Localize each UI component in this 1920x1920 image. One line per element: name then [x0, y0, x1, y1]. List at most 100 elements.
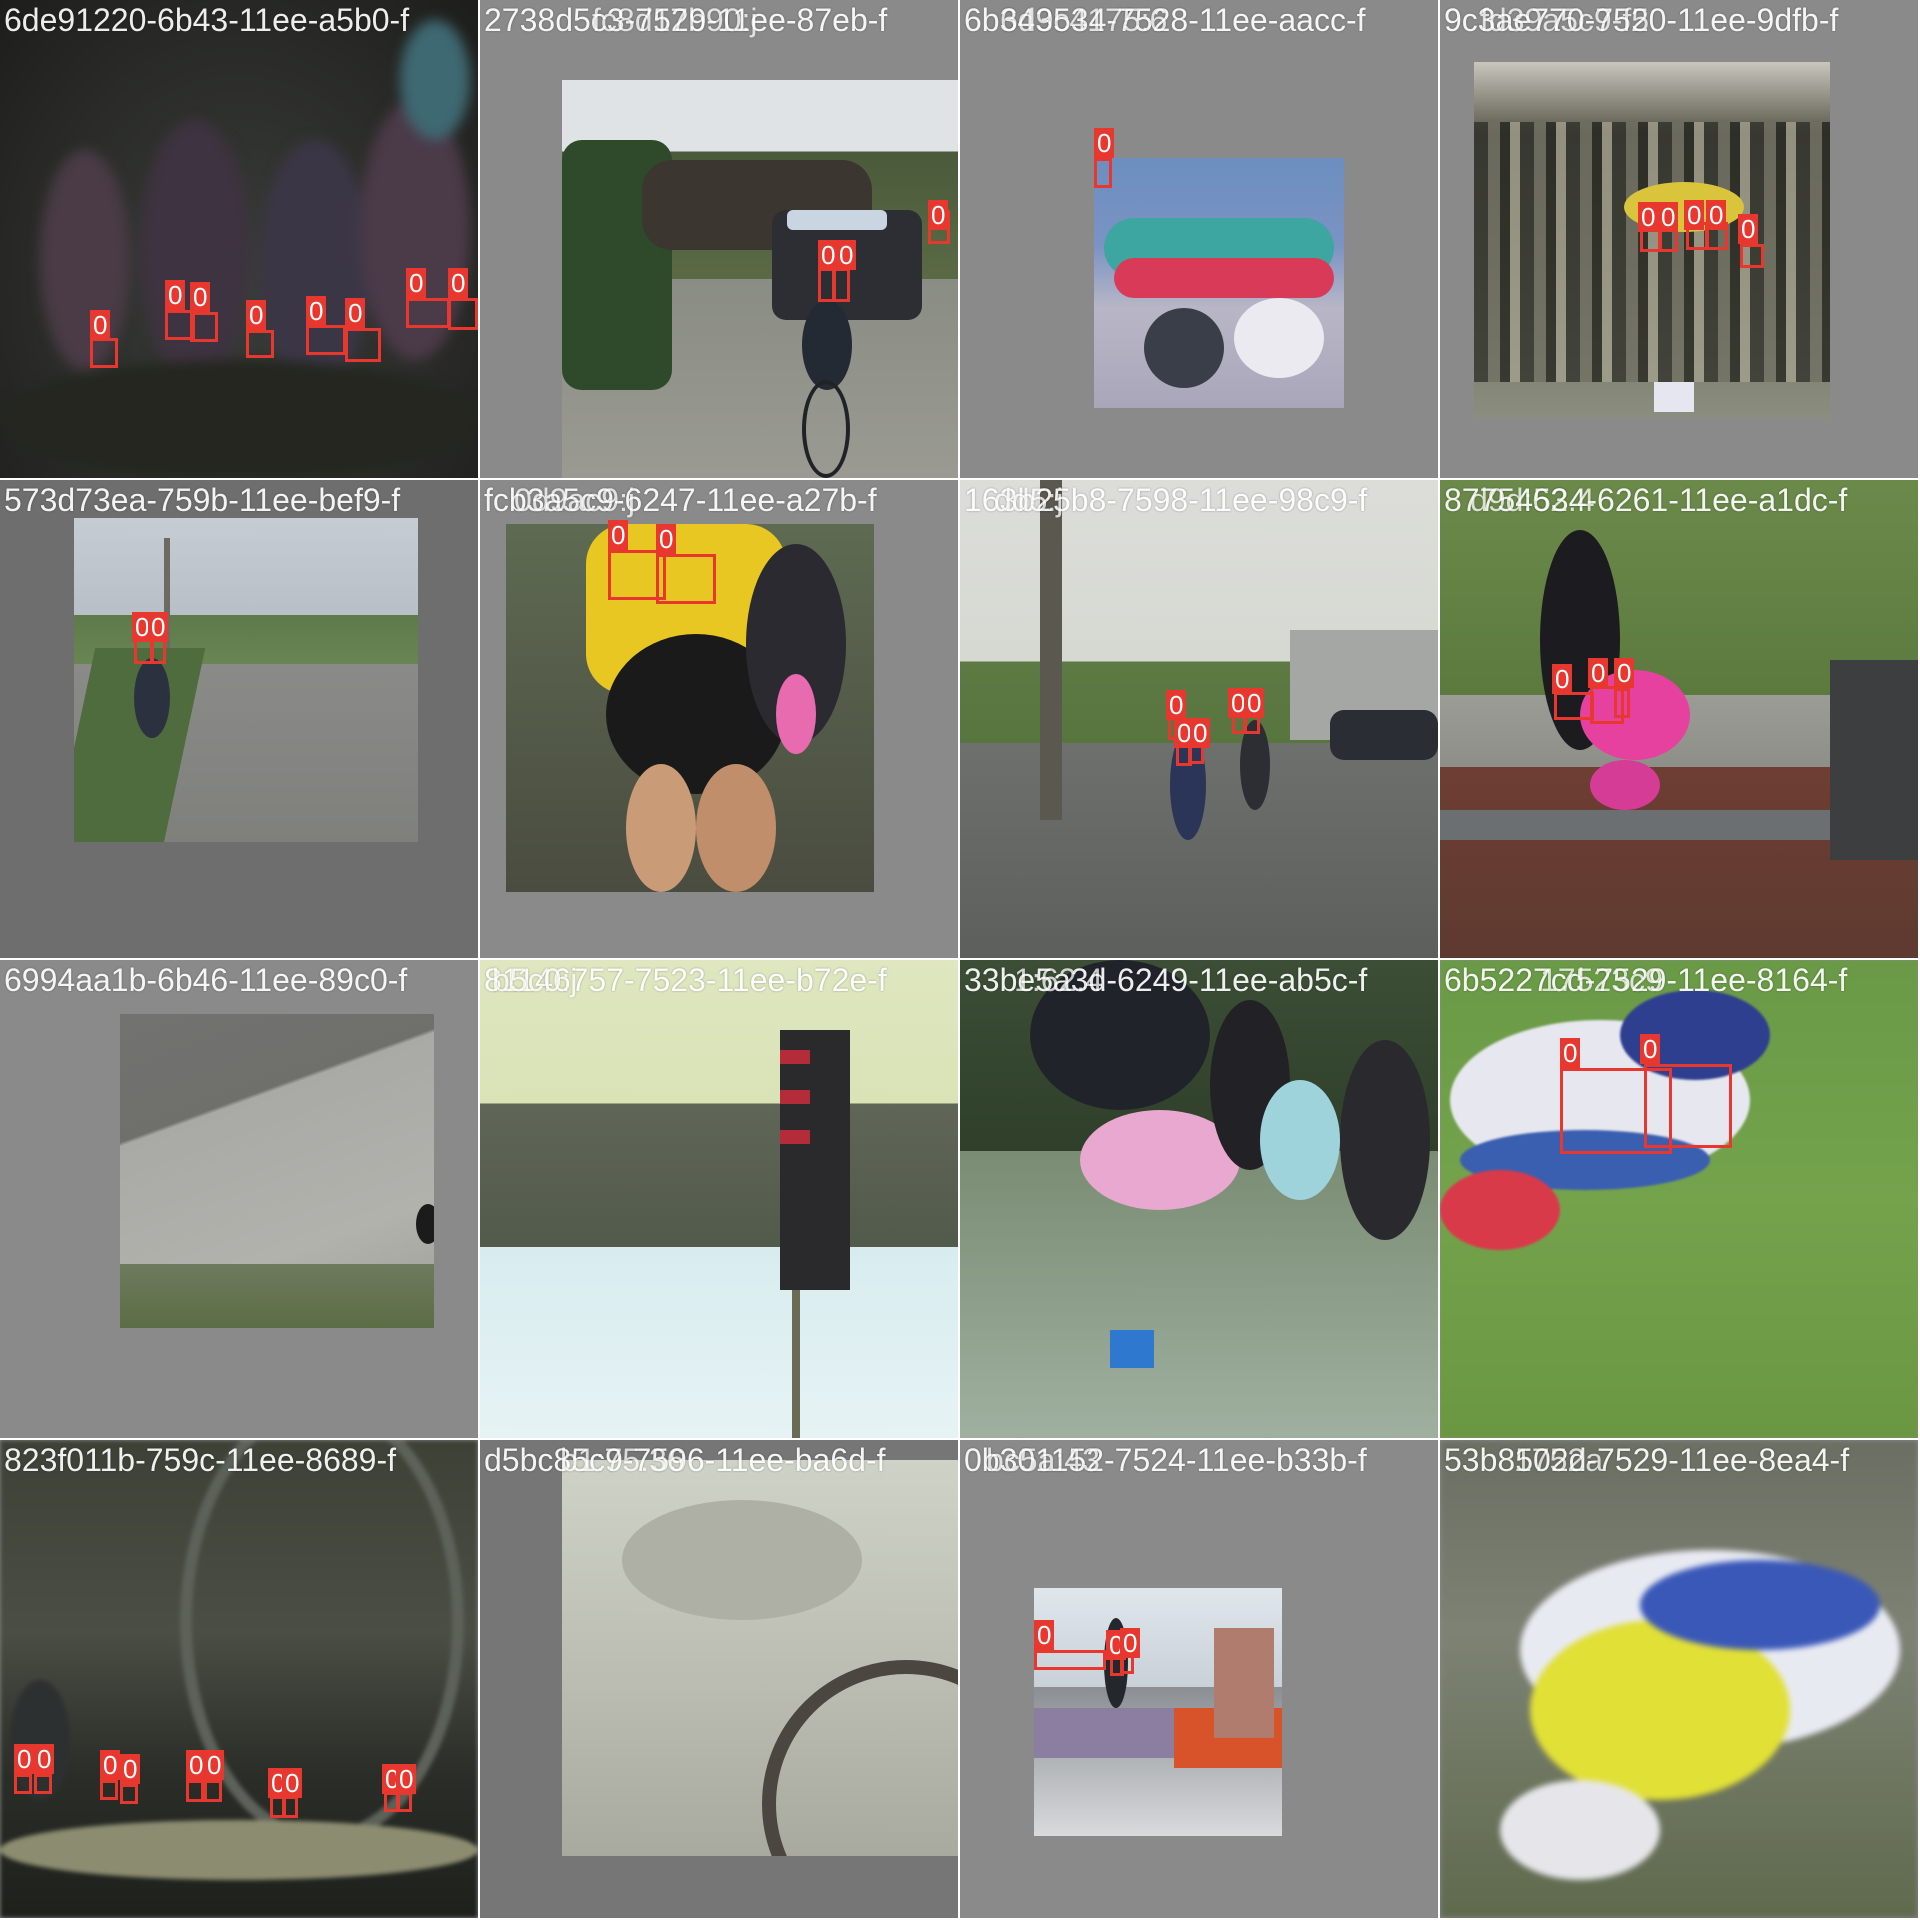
tile-8[interactable]: 87754534-6261-11ee-a1dc-f d9d:62.4 0 0 0	[1440, 480, 1918, 958]
tile-4-overlay-title: fd39a5c9-f5	[1480, 2, 1650, 38]
tile-1-box-3-label: 0	[190, 282, 211, 312]
tile-13-box-6-label: 0	[204, 1750, 225, 1780]
tile-3-title: 6b343534-7528-11ee-aacc-f	[964, 2, 1366, 38]
tile-1-box-4	[246, 330, 274, 358]
tile-5-scene	[74, 518, 418, 842]
tile-1-box-5-label: 0	[306, 296, 327, 326]
tile-12-box-2	[1644, 1064, 1732, 1148]
tile-13-box-6	[204, 1780, 222, 1802]
tile-14-scene	[562, 1460, 958, 1856]
tile-6-box-2-label: 0	[656, 524, 677, 554]
tile-8-box-1-label: 0	[1552, 664, 1573, 694]
tile-2[interactable]: 2738d5c3-7529-11ee-87eb-f fc8d17b90:j 0 …	[480, 0, 958, 478]
tile-2-title: 2738d5c3-7529-11ee-87eb-f	[484, 2, 888, 38]
tile-5[interactable]: 573d73ea-759b-11ee-bef9-f 0 0	[0, 480, 478, 958]
tile-4-box-2-label: 0	[1658, 202, 1679, 232]
tile-10[interactable]: 81146757-7523-11ee-b72e-f b5c0:j	[480, 960, 958, 1438]
tile-10-scene	[480, 960, 958, 1438]
tile-13-box-10	[396, 1792, 412, 1812]
tile-15-scene	[1034, 1588, 1282, 1836]
tile-8-box-1	[1554, 692, 1594, 720]
tile-13-box-4	[120, 1784, 138, 1804]
tile-4-scene	[1474, 62, 1830, 418]
tile-5-box-1-label: 0	[132, 612, 153, 642]
tile-5-box-2-label: 0	[148, 612, 169, 642]
tile-8-box-3-label: 0	[1614, 658, 1635, 688]
tile-7-box-2-label: 0	[1174, 718, 1195, 748]
tile-13-box-4-label: 0	[120, 1754, 141, 1784]
tile-1-box-3	[190, 312, 218, 342]
tile-6-box-2	[656, 554, 716, 604]
tile-15-box-1-label: 0	[1034, 1620, 1055, 1650]
tile-12-box-1-label: 0	[1560, 1038, 1581, 1068]
tile-1-box-6	[345, 328, 381, 362]
tile-2-box-1-label: 0	[818, 240, 839, 270]
tile-15-box-1	[1034, 1650, 1106, 1670]
tile-1-box-6-label: 0	[345, 298, 366, 328]
tile-13-box-2	[34, 1774, 52, 1794]
tile-1-box-7	[406, 298, 450, 328]
tile-4-box-3-label: 0	[1684, 200, 1705, 230]
tile-4-box-4-label: 0	[1706, 200, 1727, 230]
tile-9-scene	[120, 1014, 434, 1328]
tile-2-overlay-title: fc8d17b90:j	[592, 2, 758, 38]
tile-16[interactable]: 53b8502d-7529-11ee-8ea4-f 1752a	[1440, 1440, 1918, 1918]
tile-15-box-3-label: 0	[1120, 1628, 1141, 1658]
tile-13-box-2-label: 0	[34, 1744, 55, 1774]
tile-4[interactable]: 9c3ae770-7520-11ee-9dfb-f fd39a5c9-f5 0 …	[1440, 0, 1918, 478]
tile-3-overlay-title: 6d9c4175:6	[1000, 2, 1168, 38]
tile-13-box-3	[100, 1780, 118, 1800]
tile-15[interactable]: 0b301152-7524-11ee-b33b-f bc5a:43 0 0 0	[960, 1440, 1438, 1918]
tile-9[interactable]: 6994aa1b-6b46-11ee-89c0-f	[0, 960, 478, 1438]
tile-12[interactable]: 6b5227cd-7529-11ee-8164-f 17523c9 0 0	[1440, 960, 1918, 1438]
tile-13-box-5	[186, 1780, 204, 1802]
tile-3[interactable]: 6b343534-7528-11ee-aacc-f 6d9c4175:6 0	[960, 0, 1438, 478]
tile-13-box-1-label: 0	[14, 1744, 35, 1774]
tile-6-scene	[506, 524, 874, 892]
tile-1[interactable]: 6de91220-6b43-11ee-a5b0-f 0 0 0 0 0 0 0 …	[0, 0, 478, 478]
tile-11-scene	[960, 960, 1438, 1438]
tile-4-box-5	[1740, 244, 1764, 268]
tile-1-box-8-label: 0	[448, 268, 469, 298]
tile-12-box-2-label: 0	[1640, 1034, 1661, 1064]
tile-2-box-2-label: 0	[836, 240, 857, 270]
tile-13-box-3-label: 0	[100, 1750, 121, 1780]
tile-8-box-3	[1614, 688, 1630, 718]
tile-8-scene	[1440, 480, 1918, 958]
tile-1-box-7-label: 0	[406, 268, 427, 298]
tile-9-title: 6994aa1b-6b46-11ee-89c0-f	[4, 962, 408, 998]
tile-13[interactable]: 823f011b-759c-11ee-8689-f 0 0 0 0 0 0 0 …	[0, 1440, 478, 1918]
tile-13-box-1	[14, 1774, 32, 1794]
tile-13-box-10-label: 0	[396, 1764, 417, 1794]
tile-3-scene	[1094, 158, 1344, 408]
tile-15-title: 0b301152-7524-11ee-b33b-f	[964, 1442, 1367, 1478]
tile-1-box-1-label: 0	[90, 310, 111, 340]
tile-13-box-5-label: 0	[186, 1750, 207, 1780]
tile-11[interactable]: 33be5a3d-6249-11ee-ab5c-f 1:62.4	[960, 960, 1438, 1438]
tile-6-box-1	[608, 550, 666, 600]
tile-7[interactable]: 163b25b8-7598-11ee-98c9-f dd5:j 0 0 0 0 …	[960, 480, 1438, 958]
tile-1-box-4-label: 0	[246, 300, 267, 330]
tile-14[interactable]: d5bc85c9-7596-11ee-ba6d-f b1:75.36	[480, 1440, 958, 1918]
tile-6[interactable]: fcb3a5c9-6247-11ee-a27b-f 0d9ac9:j 0 0	[480, 480, 958, 958]
tile-5-title: 573d73ea-759b-11ee-bef9-f	[4, 482, 401, 518]
tile-3-box-1	[1094, 158, 1112, 188]
tile-1-box-1	[90, 338, 118, 368]
tile-7-box-3-label: 0	[1190, 718, 1211, 748]
tile-4-box-1-label: 0	[1638, 202, 1659, 232]
tile-7-box-4-label: 0	[1228, 688, 1249, 718]
tile-13-box-8	[282, 1796, 298, 1818]
tile-1-scene	[0, 0, 478, 478]
tile-1-box-8	[448, 298, 478, 330]
tile-2-box-3-label: 0	[928, 200, 949, 230]
tile-1-box-2	[165, 310, 195, 340]
tile-13-scene	[0, 1440, 478, 1918]
tile-7-box-5-label: 0	[1244, 688, 1265, 718]
tile-7-box-1-label: 0	[1166, 690, 1187, 720]
tile-4-box-5-label: 0	[1738, 214, 1759, 244]
tile-4-title: 9c3ae770-7520-11ee-9dfb-f	[1444, 2, 1839, 38]
tile-6-overlay-title: 0d9ac9:j	[514, 482, 635, 518]
tile-12-scene	[1440, 960, 1918, 1438]
tile-2-scene	[562, 80, 958, 478]
